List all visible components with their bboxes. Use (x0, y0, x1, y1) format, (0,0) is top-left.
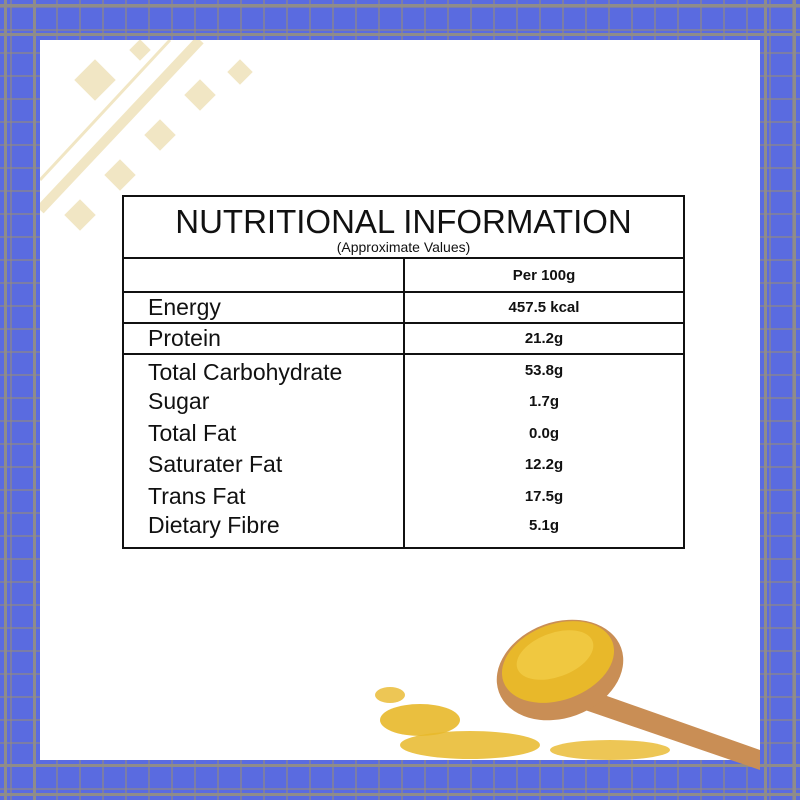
nutrient-value: 457.5 kcal (403, 292, 684, 324)
table-row: Total Carbohydrate 53.8g (122, 354, 684, 386)
column-header: Per 100g (403, 258, 684, 293)
nutrient-label: Protein (122, 323, 404, 355)
border-stripe (0, 4, 800, 7)
empty-header-cell (122, 258, 404, 293)
border-stripe (33, 0, 36, 800)
nutrient-value: 17.5g (403, 480, 684, 512)
nutrient-label: Sugar (122, 386, 404, 418)
nutrient-value: 0.0g (403, 417, 684, 449)
table-row: Energy 457.5 kcal (122, 292, 684, 324)
table-row: Dietary Fibre 5.1g (122, 512, 684, 548)
nutrient-value: 5.1g (403, 512, 684, 548)
border-stripe (0, 764, 800, 767)
table-title-cell: NUTRITIONAL INFORMATION (Approximate Val… (122, 196, 684, 259)
nutrient-value: 12.2g (403, 449, 684, 481)
nutrient-label: Energy (122, 292, 404, 324)
nutrient-label: Trans Fat (122, 480, 404, 512)
lentil-spoon-image (375, 619, 760, 770)
table-title: NUTRITIONAL INFORMATION (175, 203, 632, 240)
nutrient-label: Total Fat (122, 417, 404, 449)
nutrient-label: Dietary Fibre (122, 512, 404, 548)
table-row: Sugar 1.7g (122, 386, 684, 418)
nutrient-value: 53.8g (403, 354, 684, 386)
table-row: Saturater Fat 12.2g (122, 449, 684, 481)
nutrient-label: Total Carbohydrate (122, 354, 404, 386)
border-stripe (4, 0, 7, 800)
border-stripe (764, 0, 767, 800)
corner-ornament (40, 40, 253, 231)
border-stripe (793, 0, 796, 800)
table-row: Trans Fat 17.5g (122, 480, 684, 512)
nutrient-label: Saturater Fat (122, 449, 404, 481)
border-stripe (0, 793, 800, 796)
table-subtitle: (Approximate Values) (336, 239, 471, 255)
border-stripe (0, 33, 800, 36)
nutrient-value: 21.2g (403, 323, 684, 355)
table-row: Protein 21.2g (122, 323, 684, 355)
nutrient-value: 1.7g (403, 386, 684, 418)
nutrition-table: NUTRITIONAL INFORMATION (Approximate Val… (122, 195, 685, 549)
table-row: Total Fat 0.0g (122, 417, 684, 449)
